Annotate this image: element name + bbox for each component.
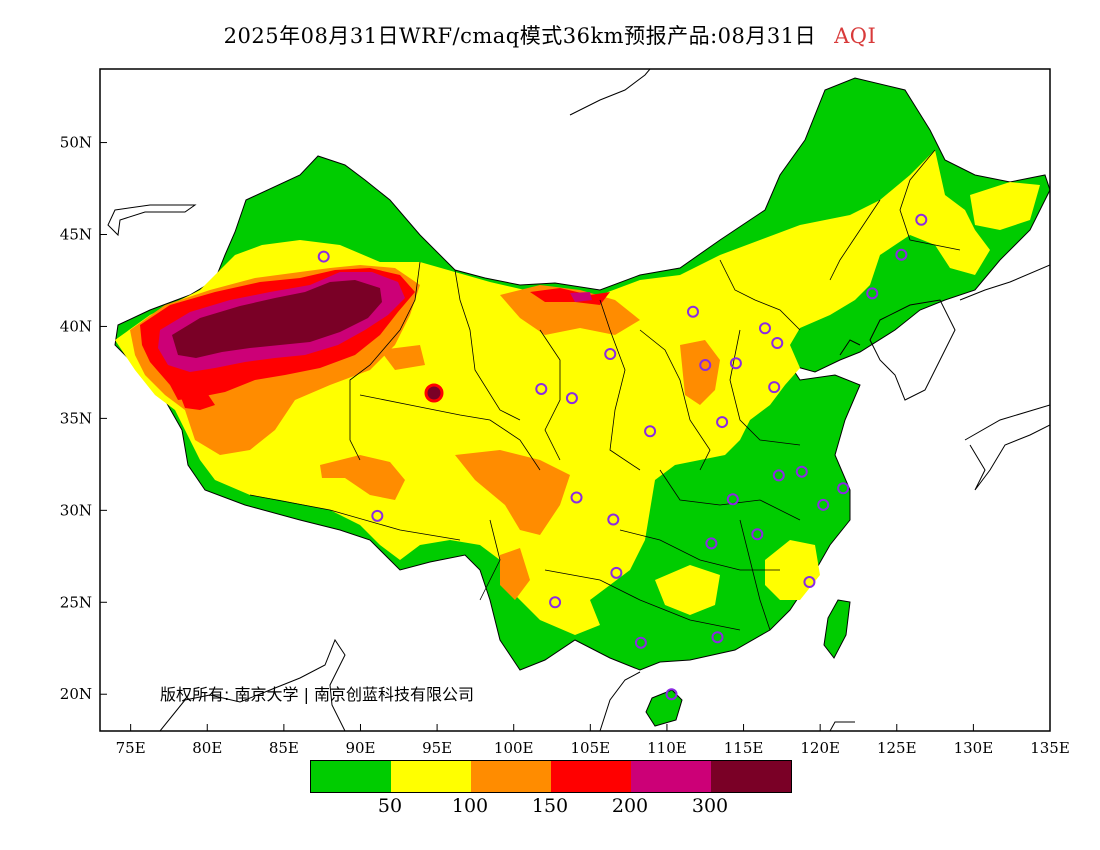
title-text: 2025年08月31日WRF/cmaq模式36km预报产品:08月31日 [223,24,817,48]
legend-swatch [471,761,551,792]
legend-label: 200 [611,795,649,817]
legend-label: 300 [691,795,729,817]
aqi-legend: 50 100 150 200 300 [310,760,792,819]
x-tick-label: 110E [647,739,687,757]
station-marker [549,596,562,609]
aqi-zone-yellow-s [655,565,720,615]
x-tick-label: 100E [494,739,534,757]
y-tick-label: 30N [60,501,92,519]
aqi-hotspot-qinghai [424,383,444,403]
x-tick-label: 85E [269,739,299,757]
taiwan-island [823,599,851,659]
x-tick-label: 125E [877,739,917,757]
province-boundaries [249,149,961,631]
x-tick-label: 130E [954,739,994,757]
station-marker [699,359,712,372]
station-marker [644,425,657,438]
x-tick-label: 75E [116,739,146,757]
station-marker [535,382,548,395]
y-tick-label: 35N [60,409,92,427]
aqi-zone-darkred [172,280,382,358]
station-marker [915,213,928,226]
aqi-zone-red-south-xinjiang [180,390,215,410]
y-tick-label: 20N [60,685,92,703]
station-marker [837,482,850,495]
station-marker [803,576,816,589]
station-marker [610,566,623,579]
copyright-notice: 版权所有: 南京大学 | 南京创蓝科技有限公司 [160,685,475,704]
station-marker [705,537,718,550]
y-tick-label: 40N [60,317,92,335]
station-marker [771,336,784,349]
y-tick-label: 25N [60,593,92,611]
station-marker [751,528,764,541]
station-marker [607,513,620,526]
station-marker [895,248,908,261]
y-tick-label: 50N [60,134,92,152]
x-tick-label: 80E [192,739,222,757]
legend-colorbar [310,760,792,793]
aqi-zone-orange-shanxi [680,340,720,405]
station-marker [634,636,647,649]
station-marker [768,381,781,394]
station-marker [371,509,384,522]
legend-label: 50 [377,795,403,817]
station-marker [866,287,879,300]
legend-swatch [551,761,631,792]
legend-swatch [311,761,391,792]
station-marker [686,305,699,318]
aqi-zone-red-innermongolia [530,288,610,305]
x-tick-label: 120E [800,739,840,757]
station-marker [817,498,830,511]
title-variable: AQI [834,24,877,48]
station-marker [795,465,808,478]
x-tick-label: 115E [724,739,764,757]
x-tick-label: 135E [1030,739,1070,757]
x-tick-label: 90E [345,739,375,757]
station-marker [716,416,729,429]
x-tick-label: 95E [422,739,452,757]
legend-swatch [391,761,471,792]
x-axis: 75E 80E 85E 90E 95E 100E 105E 110E 115E 120E 125E 1… [116,724,1070,757]
aqi-zone-orange-yunnan [500,548,530,600]
station-marker [726,493,739,506]
station-marker [711,631,724,644]
aqi-zone-orange-sichuan [455,450,570,535]
station-marker [565,392,578,405]
station-marker [665,688,678,701]
legend-label: 150 [531,795,569,817]
map-title: 2025年08月31日WRF/cmaq模式36km预报产品:08月31日 AQI [0,20,1100,50]
station-marker [570,491,583,504]
neighbor-coastlines [107,69,1050,731]
map-frame [99,68,1051,732]
station-markers [317,213,928,701]
legend-swatch [631,761,711,792]
aqi-zone-orange-tibet [320,455,405,500]
station-marker [317,250,330,263]
station-marker [772,469,785,482]
aqi-zone-magenta-small [570,292,592,302]
legend-labels: 50 100 150 200 300 [310,793,790,819]
x-tick-label: 105E [571,739,611,757]
legend-label: 100 [451,795,489,817]
aqi-zone-yellow-ne [970,182,1040,230]
station-marker [759,322,771,335]
station-marker [729,357,742,370]
y-tick-label: 45N [60,226,92,244]
aqi-zone-orange-qaidam [380,345,425,370]
station-marker [604,348,617,361]
legend-swatch [711,761,791,792]
y-axis: 20N 25N 30N 35N 40N 45N 50N [60,134,107,703]
